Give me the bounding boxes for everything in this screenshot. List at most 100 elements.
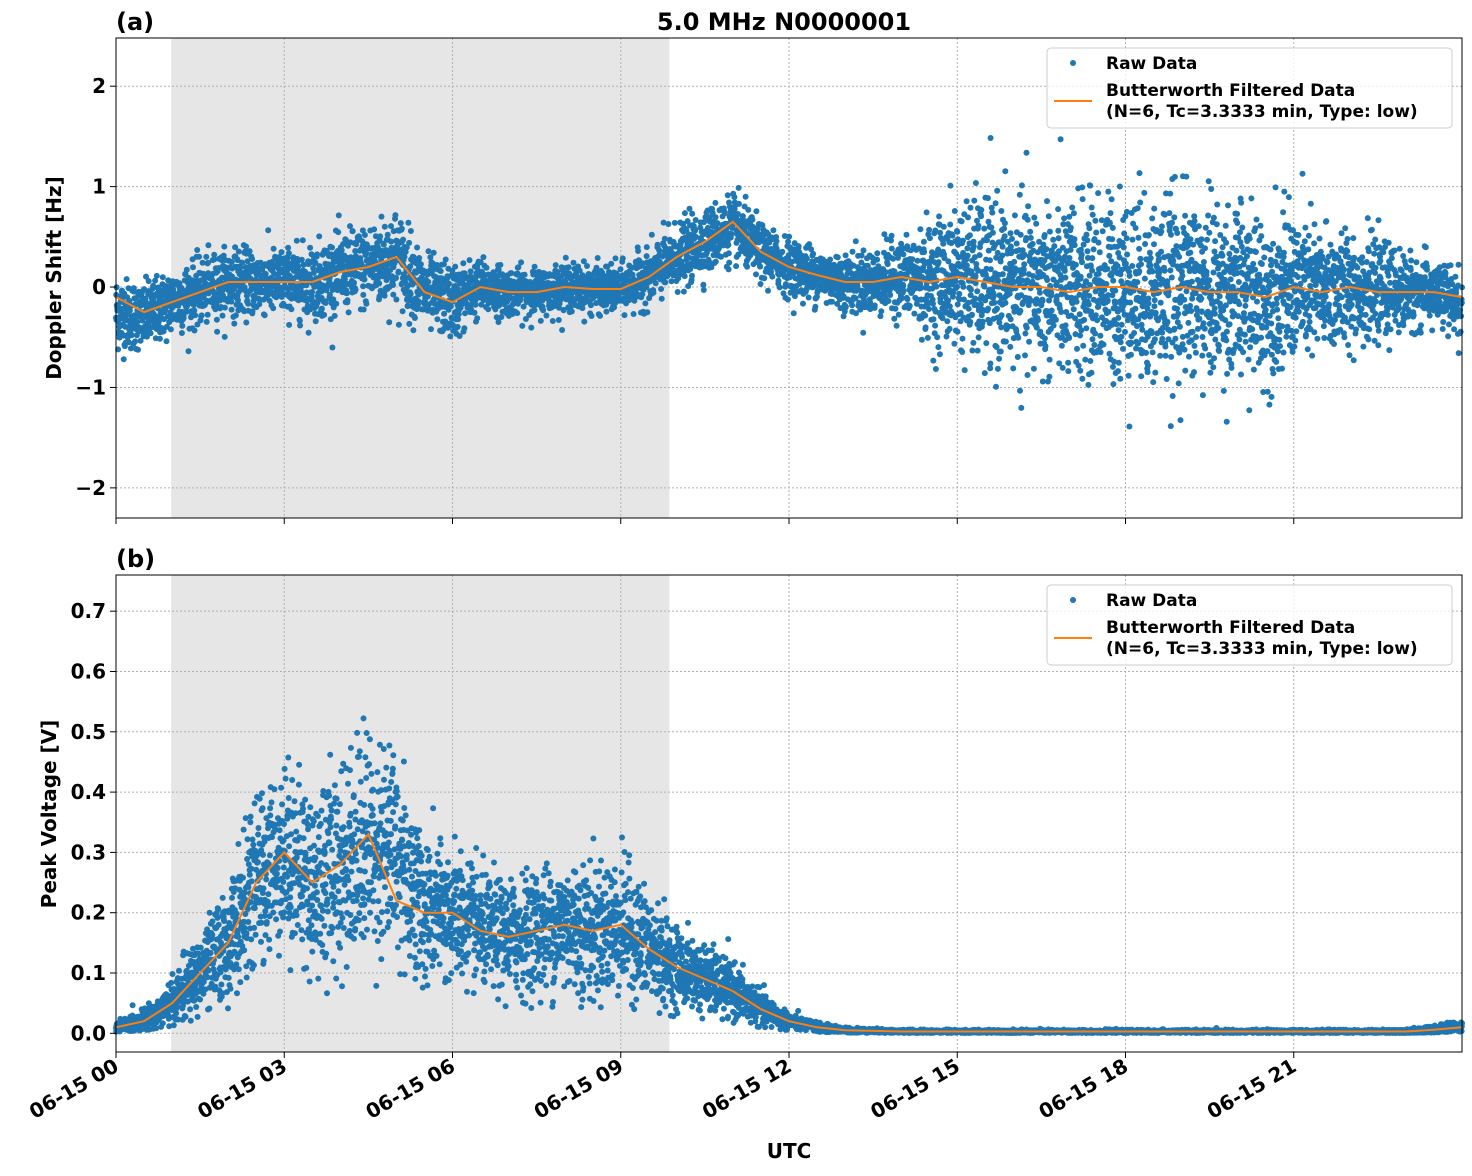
raw-data-point — [1080, 196, 1086, 202]
raw-data-point — [1084, 232, 1090, 238]
raw-data-point — [951, 341, 957, 347]
raw-data-point — [1015, 354, 1021, 360]
raw-data-point — [853, 238, 859, 244]
raw-data-point — [937, 351, 943, 357]
raw-data-point — [1105, 298, 1111, 304]
raw-data-point — [146, 278, 152, 284]
raw-data-point — [1046, 213, 1052, 219]
raw-data-point — [1002, 168, 1008, 174]
raw-data-point — [1043, 343, 1049, 349]
raw-data-point — [1097, 333, 1103, 339]
raw-data-point — [1031, 215, 1037, 221]
raw-data-point — [388, 239, 394, 245]
raw-data-point — [406, 240, 412, 246]
raw-data-point — [620, 255, 626, 261]
raw-data-point — [412, 315, 418, 321]
raw-data-point — [288, 306, 294, 312]
raw-data-point — [945, 298, 951, 304]
raw-data-point — [725, 242, 731, 248]
raw-data-point — [733, 263, 739, 269]
raw-data-point — [528, 325, 534, 331]
raw-data-point — [1044, 246, 1050, 252]
raw-data-point — [498, 314, 504, 320]
raw-data-point — [336, 212, 342, 218]
raw-data-point — [497, 262, 503, 268]
raw-data-point — [1040, 298, 1046, 304]
raw-data-point — [360, 283, 366, 289]
raw-data-point — [1026, 339, 1032, 345]
raw-data-point — [414, 245, 420, 251]
raw-data-point — [382, 293, 388, 299]
raw-data-point — [339, 247, 345, 253]
raw-data-point — [891, 316, 897, 322]
raw-data-point — [1116, 327, 1122, 333]
raw-data-point — [907, 303, 913, 309]
raw-data-point — [236, 249, 242, 255]
raw-data-point — [675, 289, 681, 295]
raw-data-point — [1086, 302, 1092, 308]
raw-data-point — [1087, 358, 1093, 364]
raw-data-point — [970, 340, 976, 346]
raw-data-point — [121, 356, 127, 362]
raw-data-point — [205, 242, 211, 248]
raw-data-point — [350, 228, 356, 234]
raw-data-point — [986, 219, 992, 225]
raw-data-point — [977, 252, 983, 258]
raw-data-point — [467, 257, 473, 263]
raw-data-point — [1065, 368, 1071, 374]
raw-data-point — [410, 327, 416, 333]
raw-data-point — [1025, 217, 1031, 223]
raw-data-point — [804, 256, 810, 262]
raw-data-point — [285, 255, 291, 261]
raw-data-point — [800, 301, 806, 307]
raw-data-point — [861, 247, 867, 253]
raw-data-point — [406, 321, 412, 327]
raw-data-point — [329, 345, 335, 351]
raw-data-point — [1014, 241, 1020, 247]
raw-data-point — [1007, 344, 1013, 350]
raw-data-point — [987, 257, 993, 263]
raw-data-point — [936, 213, 942, 219]
raw-data-point — [1143, 350, 1149, 356]
raw-data-point — [968, 287, 974, 293]
raw-data-point — [262, 312, 268, 318]
raw-data-point — [461, 325, 467, 331]
raw-data-point — [271, 246, 277, 252]
raw-data-point — [1079, 259, 1085, 265]
raw-data-point — [1078, 274, 1084, 280]
raw-data-point — [1092, 331, 1098, 337]
raw-data-point — [306, 330, 312, 336]
raw-data-point — [1024, 150, 1030, 156]
raw-data-point — [393, 275, 399, 281]
raw-data-point — [386, 319, 392, 325]
raw-data-point — [785, 297, 791, 303]
raw-data-point — [892, 269, 898, 275]
raw-data-point — [192, 328, 198, 334]
raw-data-point — [1051, 243, 1057, 249]
raw-data-point — [769, 274, 775, 280]
raw-data-point — [400, 237, 406, 243]
raw-data-point — [896, 312, 902, 318]
raw-data-point — [999, 312, 1005, 318]
raw-data-point — [243, 320, 249, 326]
raw-data-point — [978, 207, 984, 213]
raw-data-point — [1071, 306, 1077, 312]
raw-data-point — [1118, 339, 1124, 345]
raw-data-point — [1128, 340, 1134, 346]
raw-data-point — [901, 288, 907, 294]
raw-data-point — [850, 249, 856, 255]
raw-data-point — [785, 239, 791, 245]
raw-data-point — [1048, 290, 1054, 296]
raw-data-point — [148, 330, 154, 336]
raw-data-point — [408, 228, 414, 234]
raw-data-point — [563, 255, 569, 261]
raw-data-point — [214, 329, 220, 335]
raw-data-point — [969, 348, 975, 354]
raw-data-point — [1063, 322, 1069, 328]
raw-data-point — [740, 213, 746, 219]
raw-data-point — [1134, 279, 1140, 285]
raw-data-point — [221, 244, 227, 250]
raw-data-point — [329, 245, 335, 251]
raw-data-point — [922, 313, 928, 319]
raw-data-point — [396, 322, 402, 328]
